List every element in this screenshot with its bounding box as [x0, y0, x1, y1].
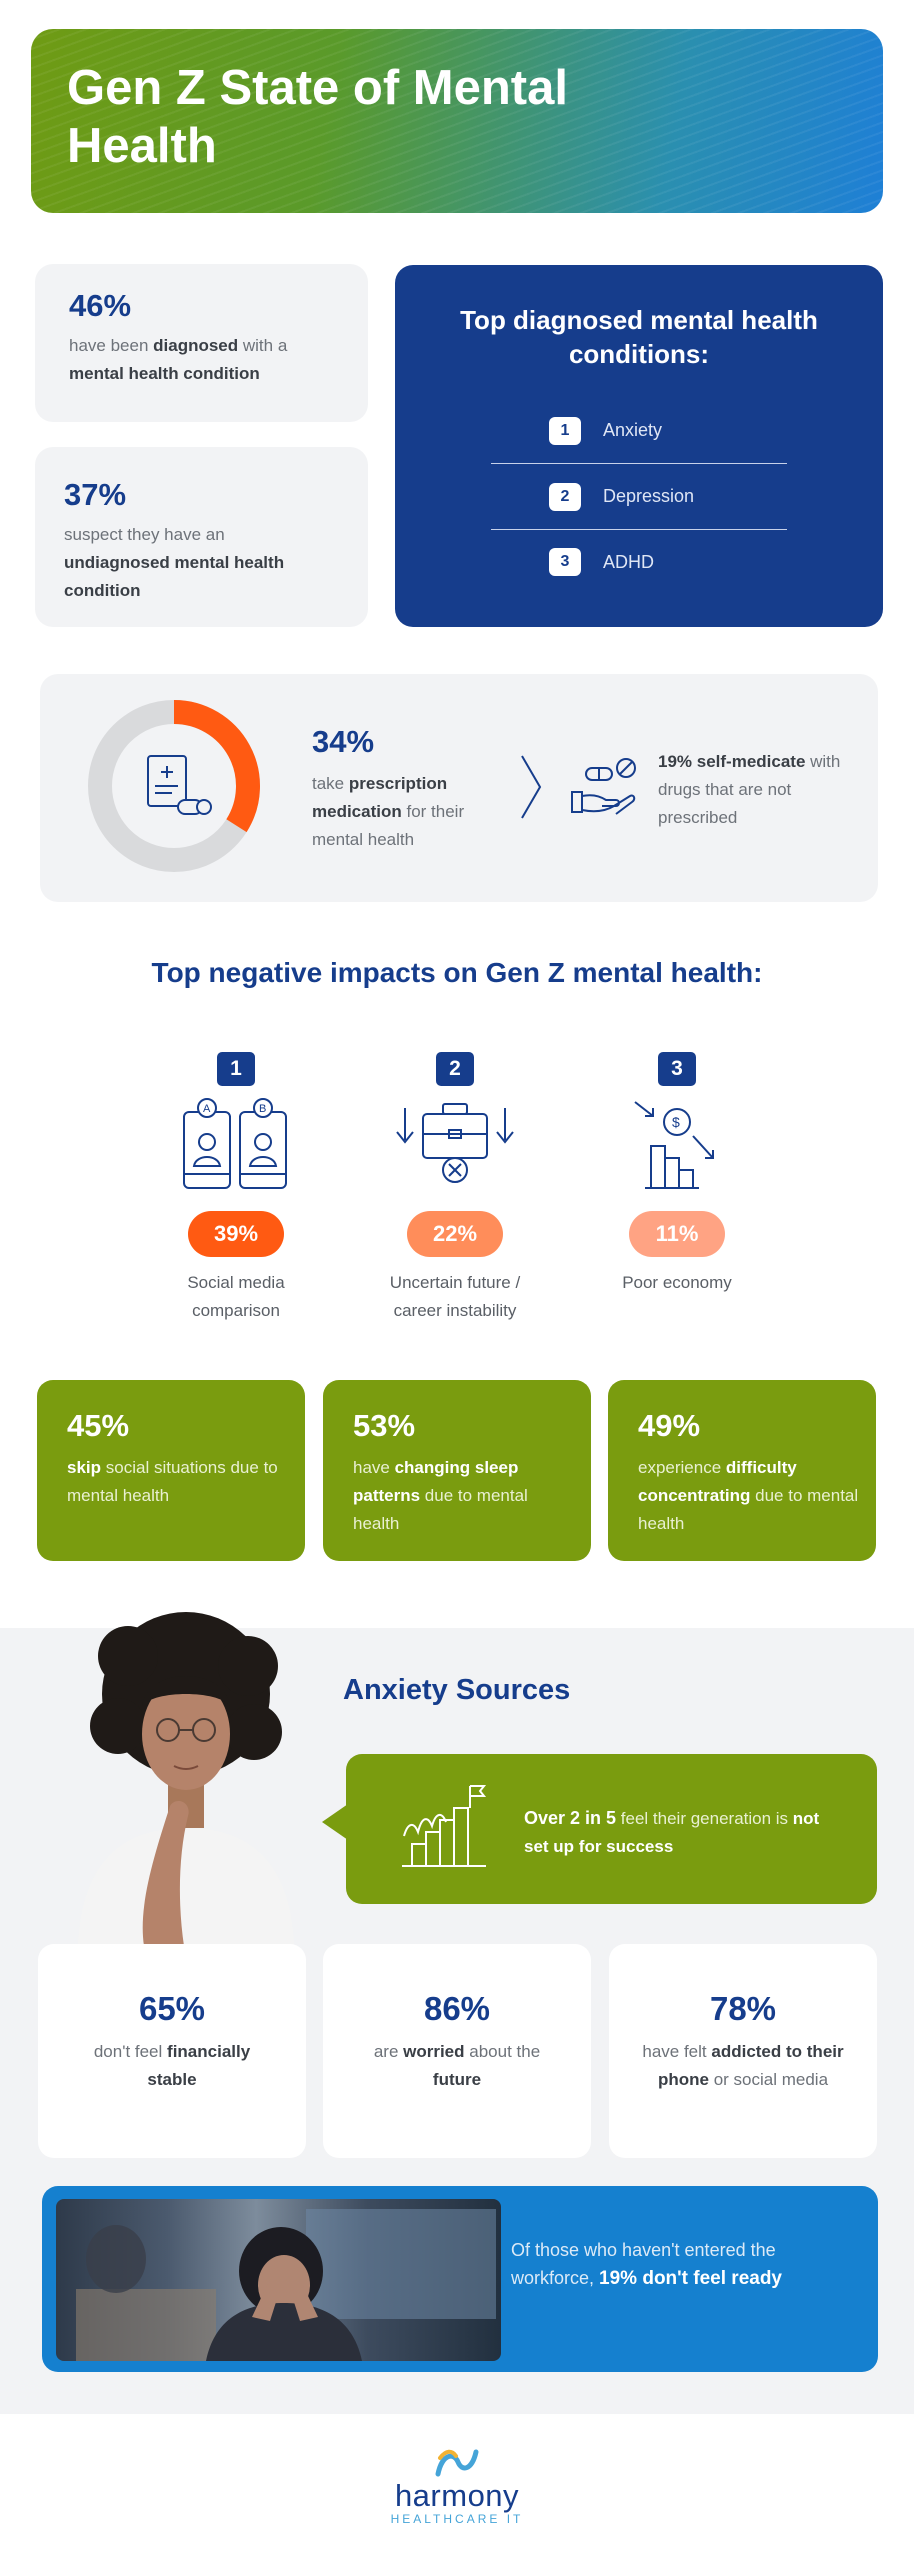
impact-number: 3 — [658, 1052, 696, 1086]
impact-description: Social media comparison — [187, 1273, 285, 1320]
prescription-icon — [147, 755, 212, 815]
stat-description: suspect they have an undiagnosed mental … — [64, 525, 285, 600]
stat-percent: 53% — [353, 1408, 416, 1443]
generation-stat-text: Over 2 in 5 feel their generation is not… — [524, 1808, 820, 1856]
condition-number: 1 — [549, 416, 581, 445]
medication-donut-chart — [88, 700, 260, 872]
condition-number: 2 — [549, 482, 581, 511]
stat-percent: 37% — [64, 477, 127, 512]
condition-label: Depression — [603, 486, 695, 506]
hero-banner: Gen Z State of Mental Health — [31, 29, 883, 213]
impact-percent-badge: 39% — [188, 1211, 284, 1257]
medication-description: take prescription medication for their m… — [312, 774, 465, 849]
impact-item-poor-economy: 3 $ 11% Poor economy — [567, 1052, 787, 1297]
stat-percent: 46% — [69, 288, 132, 323]
stat-percent: 78% — [709, 1990, 777, 2027]
chevron-right-icon — [521, 755, 542, 819]
stat-card-concentration: 49% experience difficulty concentrating … — [608, 1380, 876, 1561]
photo-illustration — [76, 2209, 496, 2361]
stat-card-future: 86% are worried about the future — [323, 1944, 591, 2158]
medication-percent: 34% — [312, 724, 375, 759]
workforce-card: Of those who haven't entered the workfor… — [42, 2186, 878, 2372]
impact-item-uncertain-future: 2 22% Uncertain future / career instabili… — [345, 1052, 565, 1325]
stat-description: skip social situations due to mental hea… — [67, 1458, 278, 1505]
top-conditions-title: Top diagnosed mental health conditions: — [460, 305, 818, 369]
stat-description: experience difficulty concentrating due … — [638, 1458, 859, 1533]
svg-text:B: B — [259, 1103, 266, 1115]
stat-description: have been diagnosed with a mental health… — [69, 336, 288, 383]
stressed-worker-photo — [56, 2199, 501, 2361]
stat-percent: 86% — [423, 1990, 491, 2027]
stat-percent: 45% — [67, 1408, 130, 1443]
condition-label: ADHD — [603, 551, 655, 572]
svg-text:A: A — [203, 1103, 211, 1115]
page-title: Gen Z State of Mental Health — [67, 61, 568, 173]
economy-decline-icon: $ — [634, 1101, 714, 1189]
anxiety-sources-title: Anxiety Sources — [343, 1674, 571, 1706]
stat-description: have felt addicted to their phone or soc… — [642, 2042, 844, 2089]
condition-number: 3 — [549, 548, 581, 576]
donut-arc — [173, 700, 260, 833]
stat-description: don't feel financially stable — [93, 2042, 251, 2089]
self-medicate-text: 19% self-medicate with drugs that are no… — [658, 752, 841, 827]
stat-card-undiagnosed: 37% suspect they have an undiagnosed men… — [35, 447, 368, 627]
stat-card-diagnosed: 46% have been diagnosed with a mental he… — [35, 264, 368, 422]
speech-bubble-tail — [322, 1804, 348, 1840]
pills-hand-icon — [571, 758, 636, 815]
social-comparison-icon: A B — [183, 1098, 287, 1189]
harmony-logo: harmony HEALTHCARE IT — [0, 2448, 914, 2526]
negative-impacts-title: Top negative impacts on Gen Z mental hea… — [151, 957, 763, 988]
workforce-text: Of those who haven't entered the workfor… — [511, 2240, 782, 2289]
impact-description: Poor economy — [622, 1273, 732, 1292]
stat-card-financial: 65% don't feel financially stable — [38, 1944, 306, 2158]
medication-card: 34% take prescription medication for the… — [40, 674, 878, 902]
stat-card-skip-social: 45% skip social situations due to mental… — [37, 1380, 305, 1561]
logo-wordmark: harmony — [394, 2478, 520, 2513]
impact-description: Uncertain future / career instability — [389, 1273, 521, 1320]
impact-number: 2 — [436, 1052, 474, 1086]
hero-pattern — [31, 29, 883, 213]
top-conditions-card: Top diagnosed mental health conditions: … — [395, 265, 883, 627]
svg-text:$: $ — [672, 1114, 680, 1130]
stat-card-sleep: 53% have changing sleep patterns due to … — [323, 1380, 591, 1561]
growth-chart-flag-icon — [402, 1785, 487, 1867]
logo-subtitle: HEALTHCARE IT — [390, 2512, 524, 2526]
stat-description: have changing sleep patterns due to ment… — [353, 1458, 528, 1533]
impact-item-social-media: 1 A B 39% Social media comparison — [126, 1052, 346, 1325]
stat-percent: 49% — [638, 1408, 701, 1443]
condition-label: Anxiety — [603, 420, 663, 440]
stat-percent: 65% — [138, 1990, 206, 2027]
condition-item: 2 Depression — [491, 464, 787, 530]
generation-speech-bubble: Over 2 in 5 feel their generation is not… — [346, 1754, 877, 1904]
impact-percent-badge: 22% — [407, 1211, 503, 1257]
condition-item: 3 ADHD — [491, 529, 787, 595]
thinking-woman-illustration — [78, 1612, 294, 1946]
stat-card-phone: 78% have felt addicted to their phone or… — [609, 1944, 877, 2158]
briefcase-down-icon — [396, 1103, 514, 1183]
impact-number: 1 — [217, 1052, 255, 1086]
harmony-logo-mark-icon — [435, 2449, 479, 2477]
condition-item: 1 Anxiety — [491, 398, 787, 464]
impact-percent-badge: 11% — [629, 1211, 725, 1257]
stat-description: are worried about the future — [373, 2042, 541, 2089]
